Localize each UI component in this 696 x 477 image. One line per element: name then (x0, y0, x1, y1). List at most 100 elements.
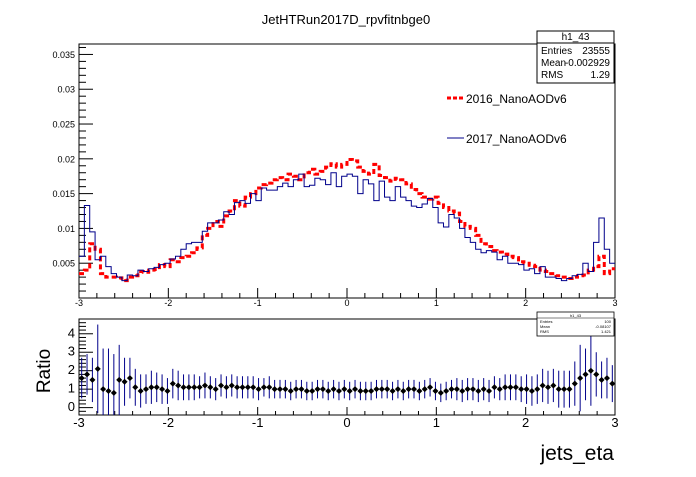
ratio-point (448, 386, 455, 393)
y-tick-label: 3 (68, 344, 75, 359)
ratio-point (555, 386, 562, 393)
y-tick-label: 0 (68, 399, 75, 414)
ratio-point (421, 386, 428, 393)
ratio-point (277, 386, 283, 393)
ratio-point (153, 384, 160, 391)
ratio-point (400, 388, 407, 394)
ratio-point (378, 386, 385, 393)
ratio-point (411, 386, 417, 393)
x-tick-label: 3 (611, 415, 618, 430)
x-tick-label: 2 (523, 298, 528, 308)
ratio-point (475, 388, 482, 394)
x-tick-label: -3 (73, 415, 85, 430)
ratio-point (384, 386, 391, 393)
ratio-point (394, 386, 401, 393)
x-tick-label: -1 (252, 415, 264, 430)
ratio-point (319, 386, 326, 393)
ratio-plot: 0 1 2 3 4 -3 -2 -1 0 1 2 3 h1_43 Entries 100 Mean … (34, 311, 619, 465)
ratio-point (180, 384, 187, 391)
ratio-point (389, 388, 396, 394)
ratio-point (443, 388, 450, 394)
top-stats-entries-value: 23555 (582, 46, 610, 57)
ratio-point (116, 376, 123, 383)
ratio-point (309, 388, 316, 394)
y-tick-label: 4 (68, 325, 75, 340)
ratio-point (486, 388, 493, 394)
ratio-stats-box: h1_43 Entries 100 Mean -0.08107 RMS 1.42… (536, 311, 615, 337)
y-tick-label: 0.01 (57, 224, 75, 234)
ratio-point (89, 376, 96, 383)
x-tick-label: 1 (433, 415, 440, 430)
top-stats-mean-label: Mean (541, 58, 566, 69)
ratio-point (126, 375, 133, 382)
ratio-point (545, 384, 551, 391)
ratio-point (207, 384, 214, 391)
ratio-point (298, 386, 305, 393)
y-tick-label: 0.035 (52, 50, 75, 60)
ratio-stats-mean-label: Mean (540, 324, 550, 329)
ratio-point (121, 378, 128, 385)
ratio-point (496, 386, 503, 393)
ratio-point (282, 386, 289, 393)
ratio-point (255, 386, 262, 393)
ratio-point (357, 388, 364, 394)
x-tick-label: -2 (164, 298, 172, 308)
ratio-point (341, 386, 348, 393)
ratio-point (196, 384, 203, 391)
ratio-point (432, 388, 439, 394)
top-stats-name: h1_43 (562, 32, 590, 43)
ratio-point (502, 384, 509, 391)
ratio-point (218, 382, 225, 389)
ratio-point (132, 384, 139, 391)
ratio-point (523, 386, 530, 393)
y-tick-label: 2 (68, 362, 75, 377)
ratio-point (582, 371, 589, 378)
ratio-point (405, 386, 412, 393)
ratio-point (512, 384, 519, 391)
ratio-point (159, 386, 166, 393)
ratio-stats-rms-label: RMS (540, 329, 549, 334)
ratio-point (137, 388, 144, 394)
y-tick-label: 0.03 (57, 85, 75, 95)
legend: 2016_NanoAODv6 2017_NanoAODv6 (447, 92, 567, 146)
ratio-x-label: jets_eta (539, 442, 614, 465)
top-stats-box: h1_43 Entries 23555 Mean -0.002929 RMS 1… (536, 30, 615, 84)
ratio-point (250, 384, 257, 391)
ratio-point (293, 386, 300, 393)
x-tick-label: 1 (434, 298, 439, 308)
ratio-point (239, 384, 246, 391)
ratio-plot-frame (78, 318, 616, 416)
top-stats-rms-value: 1.29 (591, 70, 611, 81)
x-tick-label: -3 (75, 298, 83, 308)
ratio-point (427, 384, 434, 391)
y-tick-label: 1 (68, 381, 75, 396)
x-tick-label: 3 (612, 298, 617, 308)
ratio-point (201, 382, 208, 389)
x-tick-label: -1 (254, 298, 262, 308)
legend-label-2017: 2017_NanoAODv6 (466, 132, 567, 146)
ratio-point (437, 389, 444, 396)
top-x-axis: -3 -2 -1 0 1 2 3 (75, 288, 618, 308)
ratio-point (352, 386, 359, 393)
top-plot-frame (78, 43, 616, 299)
ratio-point (368, 388, 375, 394)
ratio-point (234, 384, 241, 391)
series-2016_NanoAODv6 (79, 158, 615, 283)
ratio-point (223, 384, 230, 391)
ratio-point (491, 384, 498, 391)
top-stats-rms-label: RMS (541, 70, 564, 81)
ratio-point (330, 386, 337, 393)
ratio-stats-name: h1_43 (570, 313, 582, 318)
ratio-point (314, 386, 321, 393)
ratio-point (110, 389, 117, 396)
ratio-stats-rms-value: 1.421 (601, 329, 612, 334)
y-tick-label: 0.005 (52, 259, 75, 269)
ratio-point (266, 384, 273, 391)
ratio-point (507, 384, 514, 391)
ratio-point (603, 375, 610, 382)
ratio-point (148, 384, 155, 391)
x-tick-label: 0 (343, 415, 350, 430)
ratio-y-axis: 0 1 2 3 4 (68, 318, 93, 416)
